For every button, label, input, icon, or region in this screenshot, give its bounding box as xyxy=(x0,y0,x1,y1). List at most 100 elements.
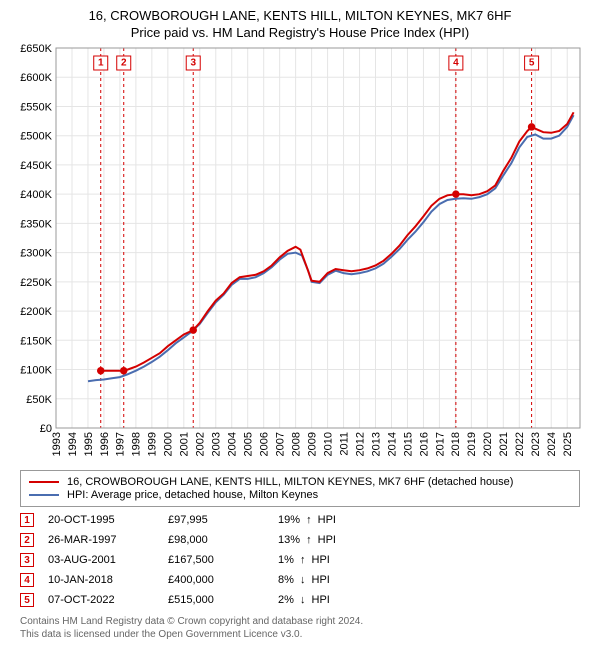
event-diff: 13% ↑ HPI xyxy=(278,534,358,546)
y-tick-label: £450K xyxy=(20,160,52,172)
x-tick-label: 1993 xyxy=(51,432,63,456)
event-row: 3 03-AUG-2001£167,5001% ↑ HPI xyxy=(20,553,580,567)
x-tick-label: 2004 xyxy=(227,432,239,456)
footer-attribution: Contains HM Land Registry data © Crown c… xyxy=(20,615,580,641)
event-diff: 19% ↑ HPI xyxy=(278,514,358,526)
event-row: 4 10-JAN-2018£400,0008% ↓ HPI xyxy=(20,573,580,587)
legend: 16, CROWBOROUGH LANE, KENTS HILL, MILTON… xyxy=(20,470,580,507)
sale-marker xyxy=(453,191,459,197)
event-index-box: 3 xyxy=(20,553,34,567)
x-tick-label: 2007 xyxy=(275,432,287,456)
x-tick-label: 1996 xyxy=(99,432,111,456)
x-tick-label: 2023 xyxy=(530,432,542,456)
event-row: 1 20-OCT-1995£97,99519% ↑ HPI xyxy=(20,513,580,527)
x-tick-label: 1999 xyxy=(147,432,159,456)
event-date: 26-MAR-1997 xyxy=(48,534,168,546)
x-tick-label: 2013 xyxy=(370,432,382,456)
x-tick-label: 2009 xyxy=(306,432,318,456)
chart-title-line2: Price paid vs. HM Land Registry's House … xyxy=(10,25,590,40)
x-tick-label: 1998 xyxy=(131,432,143,456)
sale-marker xyxy=(98,368,104,374)
legend-label: 16, CROWBOROUGH LANE, KENTS HILL, MILTON… xyxy=(67,476,513,488)
x-tick-label: 2001 xyxy=(179,432,191,456)
svg-text:4: 4 xyxy=(453,58,459,69)
x-tick-label: 2024 xyxy=(546,432,558,456)
arrow-up-icon: ↑ xyxy=(306,534,312,546)
x-tick-label: 2008 xyxy=(290,432,302,456)
footer-line1: Contains HM Land Registry data © Crown c… xyxy=(20,615,580,628)
event-price: £98,000 xyxy=(168,534,278,546)
legend-item: 16, CROWBOROUGH LANE, KENTS HILL, MILTON… xyxy=(29,476,571,488)
event-date: 03-AUG-2001 xyxy=(48,554,168,566)
legend-item: HPI: Average price, detached house, Milt… xyxy=(29,489,571,501)
sale-marker xyxy=(190,327,196,333)
series-hpi xyxy=(88,115,574,381)
event-date: 10-JAN-2018 xyxy=(48,574,168,586)
y-tick-label: £50K xyxy=(26,394,52,406)
x-tick-label: 2000 xyxy=(163,432,175,456)
event-suffix: HPI xyxy=(315,534,336,546)
x-tick-label: 2017 xyxy=(434,432,446,456)
x-tick-label: 2015 xyxy=(402,432,414,456)
y-tick-label: £500K xyxy=(20,131,52,143)
x-tick-label: 2019 xyxy=(466,432,478,456)
legend-swatch xyxy=(29,494,59,496)
event-index-box: 4 xyxy=(20,573,34,587)
legend-label: HPI: Average price, detached house, Milt… xyxy=(67,489,318,501)
x-tick-label: 2002 xyxy=(195,432,207,456)
event-suffix: HPI xyxy=(315,514,336,526)
event-price: £167,500 xyxy=(168,554,278,566)
y-tick-label: £300K xyxy=(20,248,52,260)
svg-text:1: 1 xyxy=(98,58,104,69)
y-tick-label: £150K xyxy=(20,335,52,347)
arrow-up-icon: ↑ xyxy=(300,554,306,566)
x-tick-label: 2014 xyxy=(386,432,398,456)
event-date: 20-OCT-1995 xyxy=(48,514,168,526)
event-row: 507-OCT-2022£515,0002% ↓ HPI xyxy=(20,593,580,607)
event-suffix: HPI xyxy=(308,574,329,586)
event-diff: 1% ↑ HPI xyxy=(278,554,358,566)
x-tick-label: 2016 xyxy=(418,432,430,456)
y-tick-label: £200K xyxy=(20,306,52,318)
x-tick-label: 2003 xyxy=(211,432,223,456)
x-tick-label: 2010 xyxy=(322,432,334,456)
event-price: £97,995 xyxy=(168,514,278,526)
chart-title-line1: 16, CROWBOROUGH LANE, KENTS HILL, MILTON… xyxy=(10,8,590,23)
y-tick-label: £250K xyxy=(20,277,52,289)
x-tick-label: 2006 xyxy=(259,432,271,456)
y-tick-label: £100K xyxy=(20,365,52,377)
x-tick-label: 1995 xyxy=(83,432,95,456)
sale-marker xyxy=(121,368,127,374)
footer-line2: This data is licensed under the Open Gov… xyxy=(20,628,580,641)
x-tick-label: 2005 xyxy=(243,432,255,456)
event-index-box: 1 xyxy=(20,513,34,527)
y-tick-label: £650K xyxy=(20,44,52,55)
event-row: 2 26-MAR-1997£98,00013% ↑ HPI xyxy=(20,533,580,547)
x-tick-label: 2020 xyxy=(482,432,494,456)
svg-text:3: 3 xyxy=(190,58,196,69)
event-date: 07-OCT-2022 xyxy=(48,594,168,606)
arrow-up-icon: ↑ xyxy=(306,514,312,526)
event-index-box: 2 xyxy=(20,533,34,547)
event-diff: 2% ↓ HPI xyxy=(278,594,358,606)
y-tick-label: £600K xyxy=(20,72,52,84)
y-tick-label: £400K xyxy=(20,189,52,201)
x-tick-label: 2018 xyxy=(450,432,462,456)
x-tick-label: 2012 xyxy=(354,432,366,456)
legend-swatch xyxy=(29,481,59,483)
event-diff: 8% ↓ HPI xyxy=(278,574,358,586)
event-suffix: HPI xyxy=(308,594,329,606)
event-price: £400,000 xyxy=(168,574,278,586)
svg-text:2: 2 xyxy=(121,58,127,69)
series-property xyxy=(101,112,574,370)
x-tick-label: 2025 xyxy=(562,432,574,456)
sale-marker xyxy=(529,124,535,130)
x-tick-label: 1997 xyxy=(115,432,127,456)
line-chart: 12345£0£50K£100K£150K£200K£250K£300K£350… xyxy=(10,44,590,464)
x-tick-label: 2022 xyxy=(514,432,526,456)
arrow-down-icon: ↓ xyxy=(300,574,306,586)
event-index-box: 5 xyxy=(20,593,34,607)
svg-text:5: 5 xyxy=(529,58,535,69)
event-table: 1 20-OCT-1995£97,99519% ↑ HPI 2 26-MAR-1997… xyxy=(20,513,580,607)
event-suffix: HPI xyxy=(308,554,329,566)
